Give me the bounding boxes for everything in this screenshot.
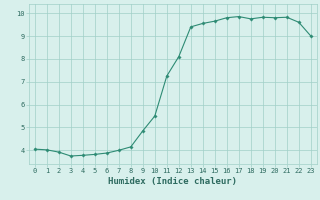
X-axis label: Humidex (Indice chaleur): Humidex (Indice chaleur) xyxy=(108,177,237,186)
